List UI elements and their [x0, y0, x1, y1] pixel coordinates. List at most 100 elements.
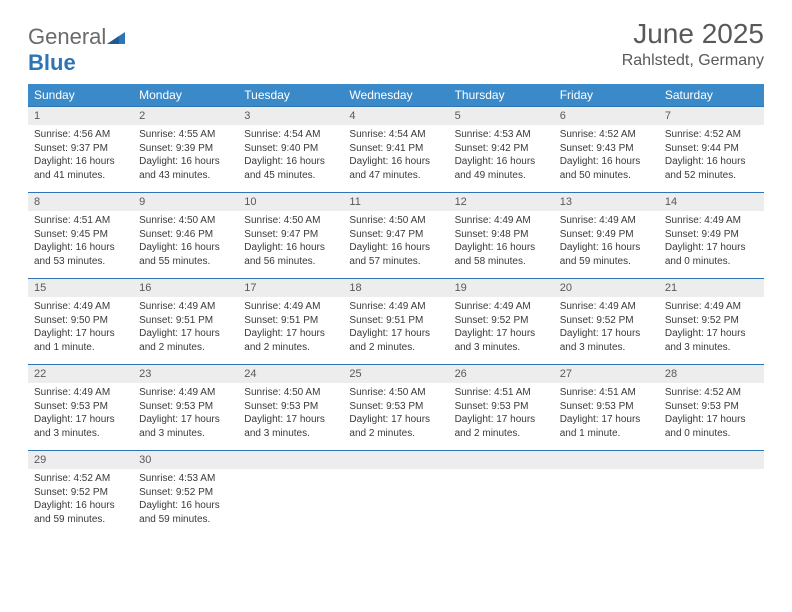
sunset-text: Sunset: 9:51 PM [244, 314, 337, 328]
daylight-text-1: Daylight: 16 hours [560, 241, 653, 255]
day-number: 15 [28, 278, 133, 297]
sunset-text: Sunset: 9:53 PM [665, 400, 758, 414]
sunset-text: Sunset: 9:52 PM [665, 314, 758, 328]
day-detail: Sunrise: 4:55 AMSunset: 9:39 PMDaylight:… [133, 125, 238, 188]
daylight-text-1: Daylight: 16 hours [455, 241, 548, 255]
day-number: 16 [133, 278, 238, 297]
calendar-cell: 28Sunrise: 4:52 AMSunset: 9:53 PMDayligh… [659, 364, 764, 450]
daylight-text-2: and 1 minute. [560, 427, 653, 441]
daylight-text-2: and 50 minutes. [560, 169, 653, 183]
day-number: 26 [449, 364, 554, 383]
sunset-text: Sunset: 9:40 PM [244, 142, 337, 156]
sunset-text: Sunset: 9:42 PM [455, 142, 548, 156]
daylight-text-2: and 59 minutes. [34, 513, 127, 527]
daylight-text-1: Daylight: 17 hours [244, 413, 337, 427]
daylight-text-1: Daylight: 16 hours [349, 241, 442, 255]
day-detail: Sunrise: 4:49 AMSunset: 9:50 PMDaylight:… [28, 297, 133, 360]
sunset-text: Sunset: 9:47 PM [244, 228, 337, 242]
daylight-text-1: Daylight: 17 hours [34, 413, 127, 427]
daylight-text-2: and 56 minutes. [244, 255, 337, 269]
calendar-cell [449, 450, 554, 536]
calendar-grid: Sunday Monday Tuesday Wednesday Thursday… [28, 84, 764, 536]
day-number: 11 [343, 192, 448, 211]
day-detail [554, 469, 659, 492]
daylight-text-1: Daylight: 17 hours [139, 413, 232, 427]
sunset-text: Sunset: 9:53 PM [34, 400, 127, 414]
day-number: 25 [343, 364, 448, 383]
calendar-cell: 8Sunrise: 4:51 AMSunset: 9:45 PMDaylight… [28, 192, 133, 278]
sunrise-text: Sunrise: 4:50 AM [349, 386, 442, 400]
title-block: June 2025 Rahlstedt, Germany [622, 18, 764, 70]
day-number: 17 [238, 278, 343, 297]
day-number: 22 [28, 364, 133, 383]
calendar-cell: 10Sunrise: 4:50 AMSunset: 9:47 PMDayligh… [238, 192, 343, 278]
daylight-text-2: and 45 minutes. [244, 169, 337, 183]
calendar-cell [554, 450, 659, 536]
calendar-cell: 27Sunrise: 4:51 AMSunset: 9:53 PMDayligh… [554, 364, 659, 450]
daylight-text-1: Daylight: 17 hours [560, 327, 653, 341]
calendar-cell: 14Sunrise: 4:49 AMSunset: 9:49 PMDayligh… [659, 192, 764, 278]
location-label: Rahlstedt, Germany [622, 52, 764, 70]
day-number [449, 450, 554, 469]
weekday-header: Thursday [449, 84, 554, 106]
sunrise-text: Sunrise: 4:54 AM [244, 128, 337, 142]
calendar-cell: 9Sunrise: 4:50 AMSunset: 9:46 PMDaylight… [133, 192, 238, 278]
sunrise-text: Sunrise: 4:51 AM [455, 386, 548, 400]
day-number: 6 [554, 106, 659, 125]
sunrise-text: Sunrise: 4:49 AM [455, 214, 548, 228]
sunrise-text: Sunrise: 4:52 AM [665, 128, 758, 142]
sunset-text: Sunset: 9:53 PM [244, 400, 337, 414]
day-detail: Sunrise: 4:50 AMSunset: 9:53 PMDaylight:… [238, 383, 343, 446]
sunrise-text: Sunrise: 4:54 AM [349, 128, 442, 142]
sunrise-text: Sunrise: 4:51 AM [560, 386, 653, 400]
day-detail: Sunrise: 4:50 AMSunset: 9:53 PMDaylight:… [343, 383, 448, 446]
day-number: 12 [449, 192, 554, 211]
daylight-text-1: Daylight: 16 hours [139, 241, 232, 255]
day-number: 28 [659, 364, 764, 383]
sunset-text: Sunset: 9:37 PM [34, 142, 127, 156]
day-number: 8 [28, 192, 133, 211]
calendar-week-row: 15Sunrise: 4:49 AMSunset: 9:50 PMDayligh… [28, 278, 764, 364]
page-header: General Blue June 2025 Rahlstedt, German… [28, 18, 764, 76]
day-detail: Sunrise: 4:49 AMSunset: 9:51 PMDaylight:… [133, 297, 238, 360]
daylight-text-1: Daylight: 16 hours [455, 155, 548, 169]
calendar-cell: 13Sunrise: 4:49 AMSunset: 9:49 PMDayligh… [554, 192, 659, 278]
weekday-header: Monday [133, 84, 238, 106]
sunset-text: Sunset: 9:49 PM [560, 228, 653, 242]
sunrise-text: Sunrise: 4:56 AM [34, 128, 127, 142]
calendar-cell: 19Sunrise: 4:49 AMSunset: 9:52 PMDayligh… [449, 278, 554, 364]
daylight-text-2: and 47 minutes. [349, 169, 442, 183]
day-number: 1 [28, 106, 133, 125]
daylight-text-2: and 2 minutes. [349, 341, 442, 355]
day-number: 4 [343, 106, 448, 125]
sunset-text: Sunset: 9:46 PM [139, 228, 232, 242]
daylight-text-2: and 3 minutes. [34, 427, 127, 441]
day-number: 13 [554, 192, 659, 211]
weekday-header: Friday [554, 84, 659, 106]
daylight-text-1: Daylight: 17 hours [349, 413, 442, 427]
sunset-text: Sunset: 9:47 PM [349, 228, 442, 242]
day-detail: Sunrise: 4:49 AMSunset: 9:53 PMDaylight:… [28, 383, 133, 446]
calendar-cell: 7Sunrise: 4:52 AMSunset: 9:44 PMDaylight… [659, 106, 764, 192]
daylight-text-2: and 0 minutes. [665, 427, 758, 441]
sunrise-text: Sunrise: 4:50 AM [244, 214, 337, 228]
daylight-text-1: Daylight: 17 hours [349, 327, 442, 341]
day-number: 29 [28, 450, 133, 469]
calendar-cell: 15Sunrise: 4:49 AMSunset: 9:50 PMDayligh… [28, 278, 133, 364]
day-detail [449, 469, 554, 492]
calendar-cell: 11Sunrise: 4:50 AMSunset: 9:47 PMDayligh… [343, 192, 448, 278]
daylight-text-2: and 3 minutes. [665, 341, 758, 355]
sunrise-text: Sunrise: 4:49 AM [244, 300, 337, 314]
day-detail: Sunrise: 4:50 AMSunset: 9:47 PMDaylight:… [343, 211, 448, 274]
logo-triangle-icon [107, 24, 125, 50]
calendar-cell: 18Sunrise: 4:49 AMSunset: 9:51 PMDayligh… [343, 278, 448, 364]
day-detail: Sunrise: 4:51 AMSunset: 9:53 PMDaylight:… [449, 383, 554, 446]
day-number: 9 [133, 192, 238, 211]
day-number: 19 [449, 278, 554, 297]
day-detail: Sunrise: 4:54 AMSunset: 9:41 PMDaylight:… [343, 125, 448, 188]
sunset-text: Sunset: 9:52 PM [34, 486, 127, 500]
sunrise-text: Sunrise: 4:53 AM [455, 128, 548, 142]
day-number: 10 [238, 192, 343, 211]
day-number: 14 [659, 192, 764, 211]
day-number: 18 [343, 278, 448, 297]
